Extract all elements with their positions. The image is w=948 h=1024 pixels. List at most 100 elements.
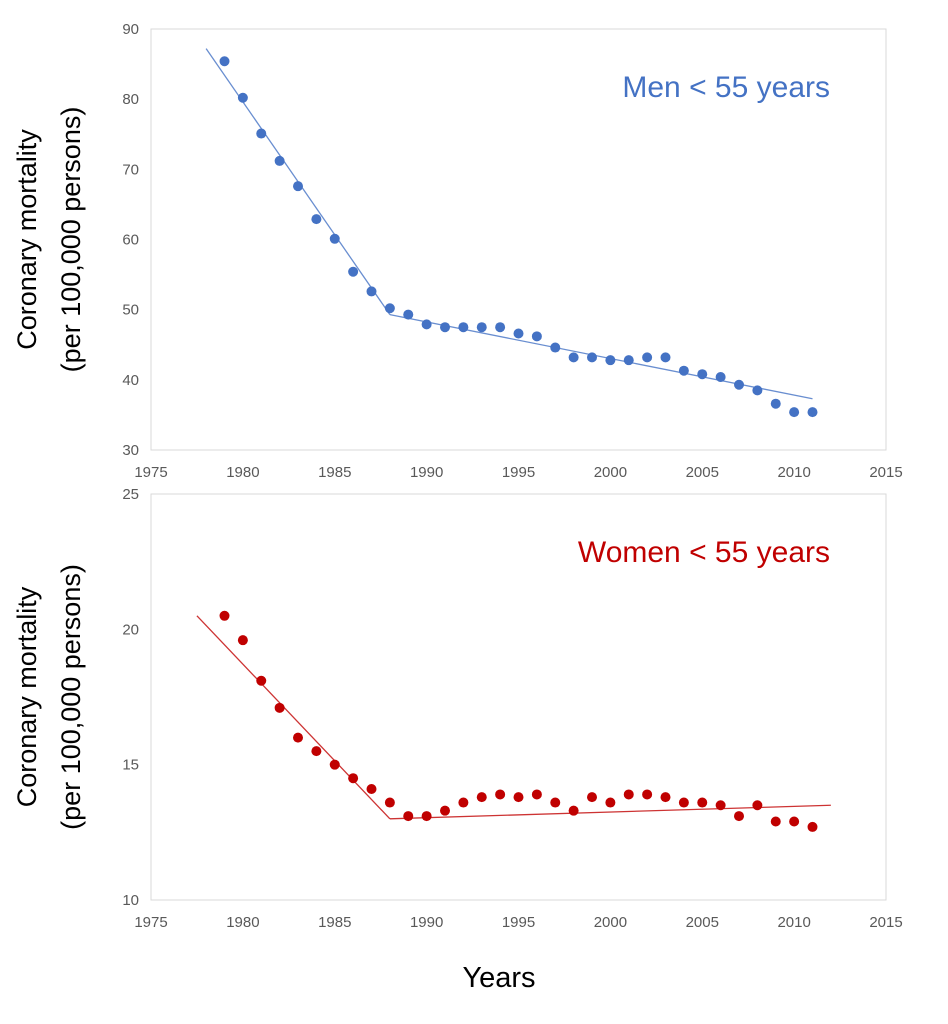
- men-data-point: [440, 322, 450, 333]
- women-data-point: [642, 789, 653, 800]
- men-y-tick-label: 80: [122, 91, 139, 108]
- men-data-point: [568, 352, 579, 363]
- men-data-point: [495, 322, 506, 333]
- women-data-point: [550, 797, 561, 808]
- women-y-axis-title-line: (per 100,000 persons): [56, 564, 86, 830]
- men-data-point: [219, 56, 230, 67]
- men-series-annotation: Men < 55 years: [622, 71, 830, 104]
- women-data-point: [348, 773, 359, 784]
- women-trend-line: [196, 615, 391, 820]
- men-y-tick-label: 40: [122, 372, 139, 389]
- women-data-point: [587, 792, 597, 803]
- men-x-tick-label: 1985: [318, 464, 351, 481]
- women-data-point: [697, 797, 708, 808]
- women-data-point: [807, 821, 818, 832]
- men-data-point: [274, 155, 285, 166]
- women-data-point: [734, 811, 744, 822]
- women-data-point: [531, 789, 542, 800]
- women-data-point: [605, 797, 616, 808]
- women-x-tick-label: 1990: [410, 914, 443, 931]
- women-data-point: [752, 800, 763, 811]
- men-data-point: [329, 233, 340, 244]
- men-x-tick-label: 1995: [502, 464, 535, 481]
- men-data-point: [587, 352, 597, 363]
- women-x-tick-label: 2010: [777, 914, 810, 931]
- men-data-point: [605, 355, 616, 366]
- men-trend-line: [389, 313, 813, 400]
- men-y-tick-label: 60: [122, 232, 139, 249]
- women-data-point: [274, 702, 285, 713]
- women-data-point: [715, 800, 726, 811]
- women-data-point: [384, 797, 395, 808]
- men-y-tick-label: 90: [122, 21, 139, 38]
- women-data-point: [366, 784, 377, 795]
- men-plot-area: [150, 28, 887, 451]
- men-data-point: [734, 379, 744, 390]
- women-data-point: [660, 792, 671, 803]
- women-y-tick-label: 25: [122, 486, 139, 503]
- men-data-point: [458, 322, 469, 333]
- men-data-point: [403, 309, 414, 320]
- women-data-point: [678, 797, 689, 808]
- men-data-point: [293, 181, 303, 192]
- men-data-point: [421, 319, 432, 330]
- men-y-axis-title-line: (per 100,000 persons): [56, 107, 86, 373]
- women-x-tick-label: 1975: [134, 914, 167, 931]
- women-data-point: [403, 811, 414, 822]
- women-data-point: [623, 789, 634, 800]
- women-data-point: [458, 797, 469, 808]
- men-data-point: [366, 286, 377, 297]
- women-data-point: [440, 805, 450, 816]
- men-data-point: [789, 407, 800, 418]
- women-x-tick-label: 2000: [594, 914, 627, 931]
- men-data-point: [660, 352, 671, 363]
- men-y-axis-title-line: Coronary mortality: [12, 129, 42, 350]
- men-data-point: [476, 322, 487, 333]
- men-data-point: [384, 303, 395, 314]
- women-plot-area: [150, 493, 887, 901]
- women-data-point: [311, 746, 322, 757]
- men-data-point: [237, 92, 248, 103]
- men-x-tick-label: 2010: [777, 464, 810, 481]
- women-data-point: [421, 811, 432, 822]
- men-data-point: [807, 407, 818, 418]
- men-data-point: [311, 214, 322, 225]
- men-data-point: [642, 352, 653, 363]
- men-x-tick-label: 2015: [869, 464, 902, 481]
- women-data-point: [293, 732, 303, 743]
- women-data-point: [495, 789, 506, 800]
- women-y-tick-label: 10: [122, 892, 139, 909]
- men-x-tick-label: 1980: [226, 464, 259, 481]
- men-data-point: [531, 331, 542, 342]
- men-y-tick-label: 50: [122, 302, 139, 319]
- men-x-tick-label: 1990: [410, 464, 443, 481]
- women-data-point: [568, 805, 579, 816]
- women-data-point: [770, 816, 781, 827]
- men-data-point: [256, 128, 267, 139]
- men-data-point: [348, 266, 359, 277]
- women-chart-panel: 1975 1980 1985 1990 1995 2000 2005 2010 2015 10 15…: [12, 486, 903, 931]
- women-data-point: [219, 610, 230, 621]
- women-x-tick-label: 1985: [318, 914, 351, 931]
- men-data-point: [513, 328, 524, 339]
- women-x-tick-label: 1980: [226, 914, 259, 931]
- women-data-point: [256, 675, 267, 686]
- women-data-point: [329, 759, 340, 770]
- x-axis-title: Years: [462, 962, 535, 994]
- women-y-axis-title-line: Coronary mortality: [12, 586, 42, 807]
- women-data-point: [237, 635, 248, 646]
- men-x-tick-label: 1975: [134, 464, 167, 481]
- men-x-tick-label: 2000: [594, 464, 627, 481]
- women-x-tick-label: 2005: [686, 914, 719, 931]
- men-data-point: [697, 369, 708, 380]
- men-data-point: [550, 342, 561, 353]
- men-data-point: [623, 355, 634, 366]
- women-data-point: [476, 792, 487, 803]
- women-series-annotation: Women < 55 years: [578, 536, 830, 569]
- women-data-point: [513, 792, 524, 803]
- men-y-tick-label: 70: [122, 161, 139, 178]
- women-x-tick-label: 1995: [502, 914, 535, 931]
- men-data-point: [678, 365, 689, 376]
- men-data-point: [770, 398, 781, 409]
